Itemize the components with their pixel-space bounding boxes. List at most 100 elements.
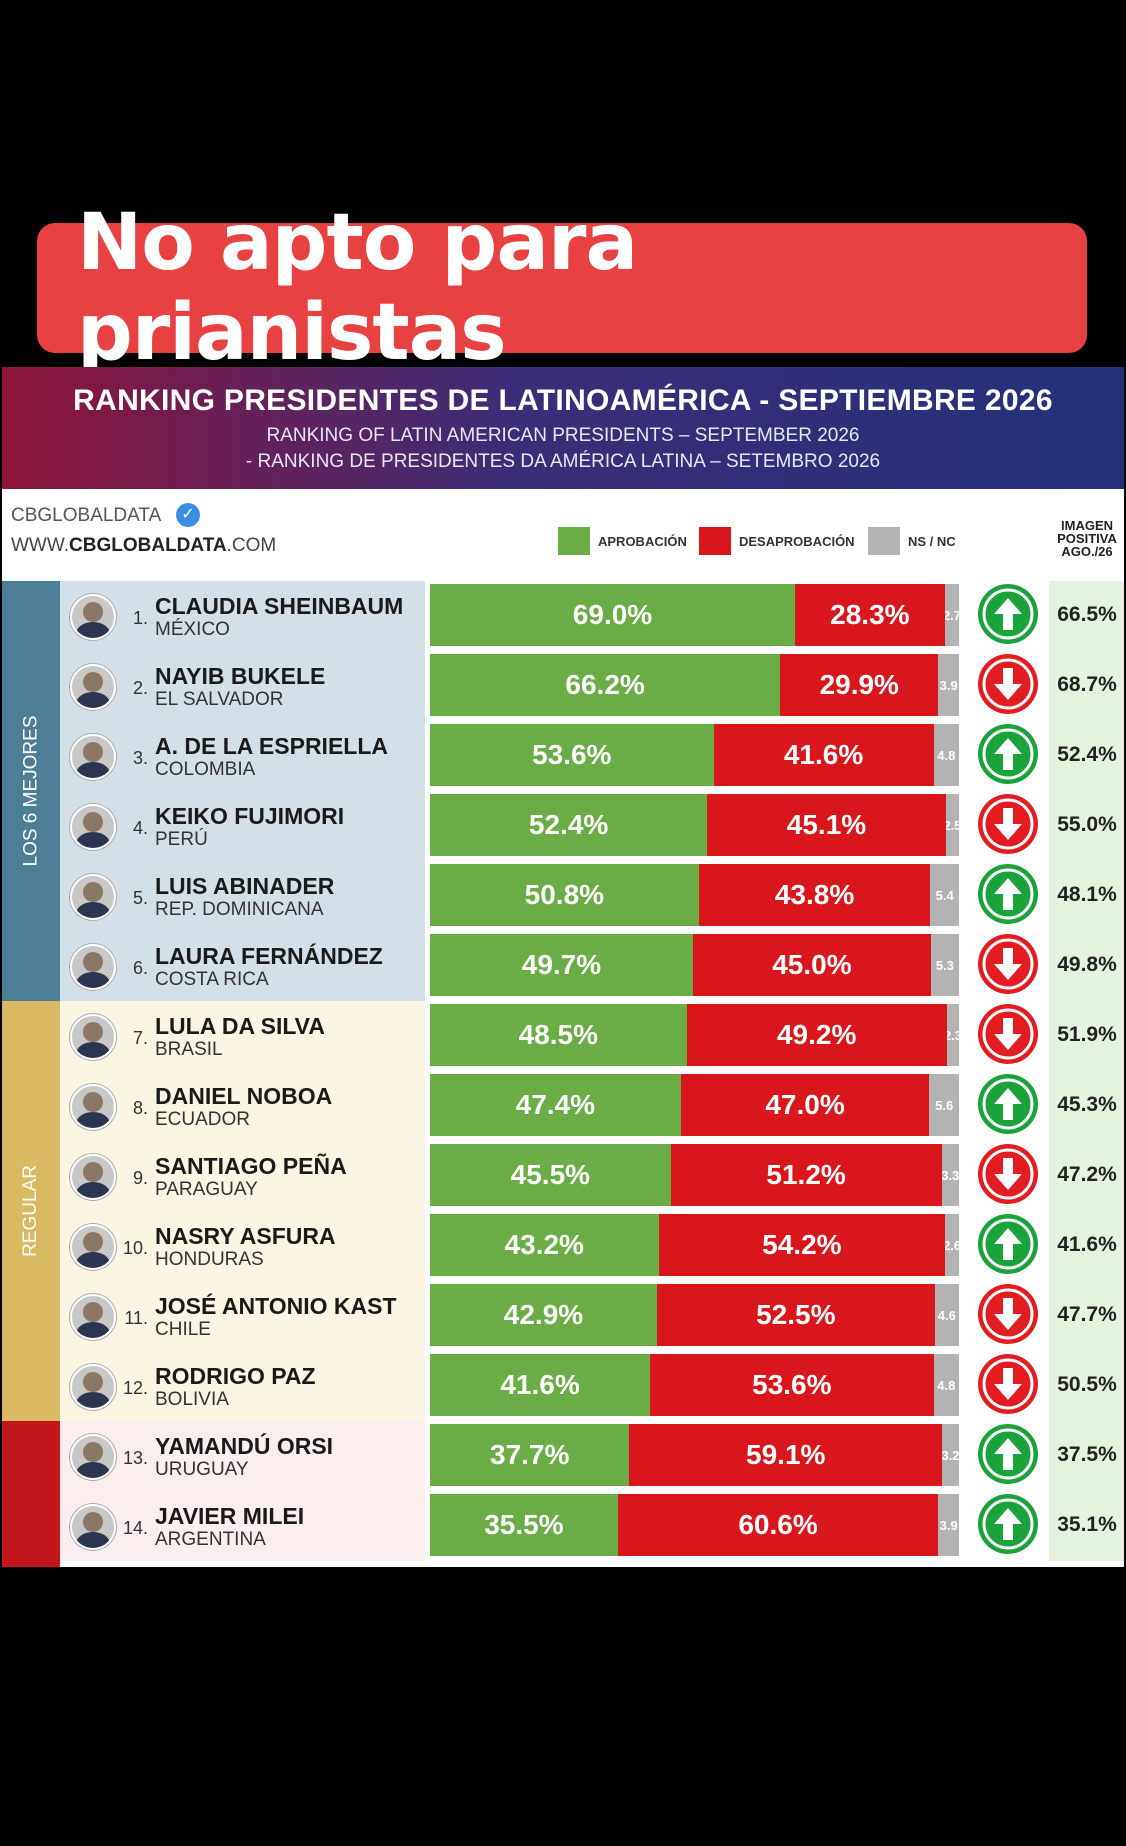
bar-disapproval: 52.5% <box>656 1284 935 1346</box>
avatar <box>70 1224 116 1270</box>
name-cell <box>60 721 425 791</box>
country-name: PARAGUAY <box>155 1179 258 1200</box>
avatar <box>70 1014 116 1060</box>
name-cell <box>60 1001 425 1071</box>
table-row: 2. NAYIB BUKELE EL SALVADOR 66.2% 29.9% 3.9 68… <box>2 651 1124 721</box>
bar-disapproval: 60.6% <box>617 1494 939 1556</box>
president-name: KEIKO FUJIMORI <box>155 803 345 829</box>
arrow-down-icon <box>978 934 1038 994</box>
arrow-up-icon <box>978 1424 1038 1484</box>
image-positive-value: 47.7% <box>1057 1303 1117 1326</box>
bar-approval: 53.6% <box>430 724 714 786</box>
avatar <box>70 1434 116 1480</box>
arrow-up-icon <box>978 584 1038 644</box>
bar-nsnc: 5.4 <box>930 864 959 926</box>
image-positive-value: 68.7% <box>1057 673 1117 696</box>
bar-approval: 69.0% <box>430 584 795 646</box>
avatar <box>70 1294 116 1340</box>
arrow-up-icon <box>978 1074 1038 1134</box>
president-name: JAVIER MILEI <box>155 1503 305 1529</box>
table-row: 5. LUIS ABINADER REP. DOMINICANA 50.8% 43.8%… <box>2 861 1124 931</box>
stacked-bar: 37.7% 59.1% 3.2 <box>430 1424 959 1486</box>
rank-number: 10. <box>122 1238 148 1258</box>
country-name: EL SALVADOR <box>155 689 284 710</box>
bar-disapproval: 28.3% <box>795 584 945 646</box>
bar-approval: 42.9% <box>430 1284 657 1346</box>
avatar <box>70 1364 116 1410</box>
bar-disapproval: 54.2% <box>658 1214 946 1276</box>
table-row: 7. LULA DA SILVA BRASIL 48.5% 49.2% 2.3 51.9% <box>2 1001 1124 1071</box>
bar-nsnc: 4.8 <box>933 1354 959 1416</box>
bar-approval: 66.2% <box>430 654 781 716</box>
name-cell <box>60 1211 425 1281</box>
bar-approval: 43.2% <box>430 1214 659 1276</box>
arrow-down-icon <box>978 794 1038 854</box>
image-positive-cell: 50.5% <box>1049 1351 1124 1421</box>
bar-approval: 52.4% <box>430 794 708 856</box>
arrow-up-icon <box>978 864 1038 924</box>
name-cell <box>60 791 425 861</box>
image-positive-value: 47.2% <box>1057 1163 1117 1186</box>
avatar <box>70 874 116 920</box>
image-positive-cell: 37.5% <box>1049 1421 1124 1491</box>
avatar <box>70 664 116 710</box>
table-row: 9. SANTIAGO PEÑA PARAGUAY 45.5% 51.2% 3.3 47.2… <box>2 1141 1124 1211</box>
image-positive-cell: 47.2% <box>1049 1141 1124 1211</box>
rank-number: 14. <box>122 1518 148 1538</box>
name-cell <box>60 1491 425 1561</box>
stacked-bar: 49.7% 45.0% 5.3 <box>430 934 959 996</box>
bar-approval: 47.4% <box>430 1074 681 1136</box>
image-positive-value: 37.5% <box>1057 1443 1117 1466</box>
bar-nsnc: 3.2 <box>942 1424 959 1486</box>
rank-number: 4. <box>132 818 148 838</box>
country-name: HONDURAS <box>155 1249 264 1270</box>
bar-approval: 49.7% <box>430 934 693 996</box>
rank-number: 2. <box>132 678 148 698</box>
stacked-bar: 48.5% 49.2% 2.3 <box>430 1004 959 1066</box>
stacked-bar: 47.4% 47.0% 5.6 <box>430 1074 959 1136</box>
image-positive-value: 51.9% <box>1057 1023 1117 1046</box>
table-row: 1. CLAUDIA SHEINBAUM MÉXICO 69.0% 28.3% 2.7 66… <box>2 581 1124 651</box>
image-positive-cell: 48.1% <box>1049 861 1124 931</box>
image-positive-value: 50.5% <box>1057 1373 1117 1396</box>
bar-disapproval: 29.9% <box>780 654 939 716</box>
rank-number: 7. <box>132 1028 148 1048</box>
verified-check-icon: ✓ <box>176 503 200 527</box>
table-row: 12. RODRIGO PAZ BOLIVIA 41.6% 53.6% 4.8 50.5% <box>2 1351 1124 1421</box>
image-positive-cell: 52.4% <box>1049 721 1124 791</box>
image-positive-value: 41.6% <box>1057 1233 1117 1256</box>
president-name: RODRIGO PAZ <box>155 1363 316 1389</box>
stacked-bar: 50.8% 43.8% 5.4 <box>430 864 959 926</box>
bar-nsnc: 2.3 <box>946 1004 959 1066</box>
image-positive-cell: 55.0% <box>1049 791 1124 861</box>
arrow-down-icon <box>978 1144 1038 1204</box>
table-row: 13. YAMANDÚ ORSI URUGUAY 37.7% 59.1% 3.2 37.5% <box>2 1421 1124 1491</box>
bar-disapproval: 45.0% <box>692 934 931 996</box>
rank-number: 13. <box>122 1448 148 1468</box>
country-name: MÉXICO <box>155 619 230 640</box>
bar-disapproval: 41.6% <box>713 724 934 786</box>
table-row: 6. LAURA FERNÁNDEZ COSTA RICA 49.7% 45.0% 5.3… <box>2 931 1124 1001</box>
name-cell <box>60 1141 425 1211</box>
legend-approval: APROBACIÓN <box>558 527 687 555</box>
name-cell <box>60 1351 425 1421</box>
name-cell <box>60 1281 425 1351</box>
bar-disapproval: 43.8% <box>698 864 931 926</box>
bar-nsnc: 3.9 <box>938 654 959 716</box>
image-positive-value: 55.0% <box>1057 813 1117 836</box>
avatar <box>70 1154 116 1200</box>
rank-number: 6. <box>132 958 148 978</box>
legend-disapproval: DESAPROBACIÓN <box>699 527 855 555</box>
president-name: LAURA FERNÁNDEZ <box>155 943 383 969</box>
country-name: PERÚ <box>155 829 208 850</box>
bar-nsnc: 2.5 <box>945 794 959 856</box>
image-positive-cell: 35.1% <box>1049 1491 1124 1561</box>
table-row: 8. DANIEL NOBOA ECUADOR 47.4% 47.0% 5.6 45.3% <box>2 1071 1124 1141</box>
arrow-up-icon <box>978 1494 1038 1554</box>
president-name: CLAUDIA SHEINBAUM <box>155 593 404 619</box>
country-name: ECUADOR <box>155 1109 251 1130</box>
arrow-down-icon <box>978 654 1038 714</box>
stacked-bar: 35.5% 60.6% 3.9 <box>430 1494 959 1556</box>
name-cell <box>60 931 425 1001</box>
avatar <box>70 1084 116 1130</box>
